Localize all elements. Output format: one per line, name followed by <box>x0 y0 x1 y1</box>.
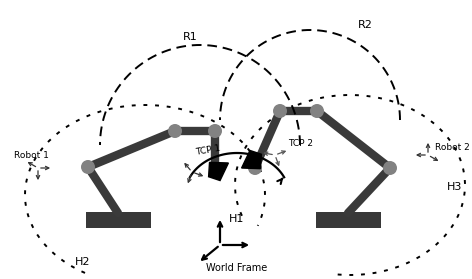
Text: H2: H2 <box>75 257 91 267</box>
Circle shape <box>310 104 324 118</box>
Bar <box>85 212 151 228</box>
Circle shape <box>383 161 397 175</box>
Circle shape <box>168 124 182 138</box>
Text: TCP 2: TCP 2 <box>288 139 313 148</box>
Text: R1: R1 <box>183 32 197 42</box>
Text: TCP 1: TCP 1 <box>195 144 221 157</box>
Circle shape <box>208 124 222 138</box>
Bar <box>315 212 380 228</box>
Text: Robot 1: Robot 1 <box>14 150 49 160</box>
Circle shape <box>248 161 262 175</box>
Text: Robot 2: Robot 2 <box>435 143 470 153</box>
Text: R2: R2 <box>358 20 372 30</box>
Circle shape <box>81 160 95 174</box>
Text: H1: H1 <box>229 214 244 224</box>
Text: World Frame: World Frame <box>206 263 268 273</box>
Polygon shape <box>242 150 261 169</box>
Text: H3: H3 <box>447 182 463 192</box>
Circle shape <box>273 104 287 118</box>
Polygon shape <box>209 162 228 181</box>
